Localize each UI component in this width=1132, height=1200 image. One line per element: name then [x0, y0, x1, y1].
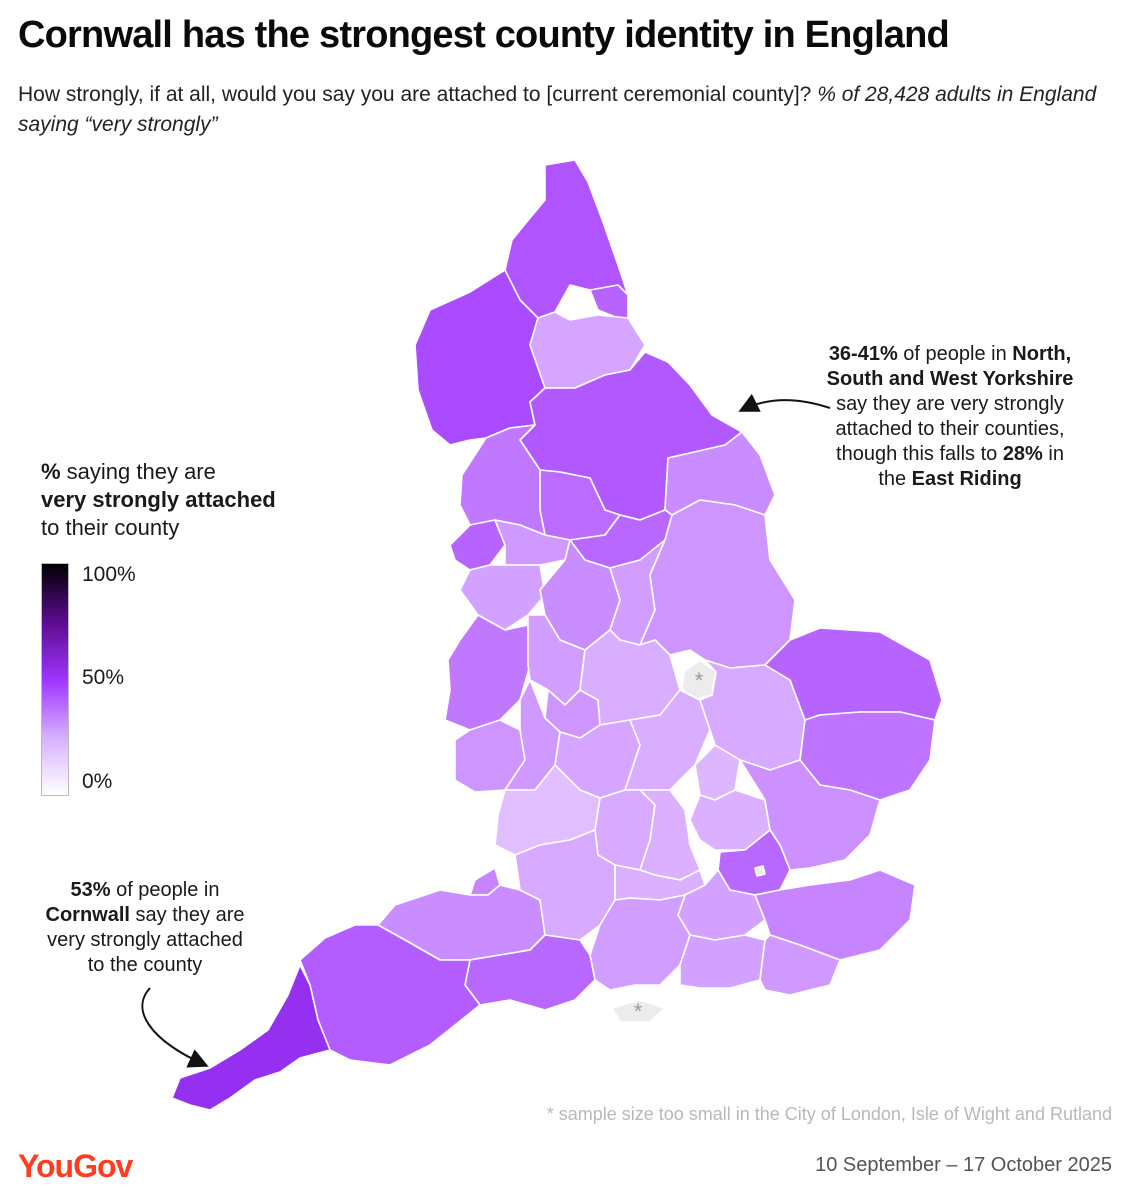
nodata-marker-isle-of-wight: *: [634, 999, 643, 1024]
region-cornwall: [171, 964, 331, 1111]
annotation-cornwall-bold1: Cornwall: [45, 904, 130, 926]
region-tyne-and-wear: [589, 284, 629, 319]
region-essex: [739, 759, 881, 871]
legend-title: % saying they are very strongly attached…: [41, 458, 276, 542]
arrow-yorkshire: [738, 393, 831, 412]
nodata-marker-rutland: *: [695, 668, 704, 693]
fieldwork-dates: 10 September – 17 October 2025: [815, 1154, 1112, 1176]
yougov-logo: YouGov: [18, 1148, 133, 1184]
region-west-sussex: [679, 934, 766, 989]
annotation-cornwall-pct: 53%: [70, 879, 111, 901]
annotation-cornwall-line4: to the county: [87, 954, 203, 976]
annotation-yorkshire-text1: of people in: [897, 343, 1013, 365]
legend-tick-50: 50%: [82, 666, 125, 689]
region-merseyside: [449, 519, 506, 571]
annotation-cornwall-text2: say they are: [129, 904, 245, 926]
chart-title: Cornwall has the strongest county identi…: [18, 14, 950, 56]
annotation-yorkshire-line4: attached to their counties,: [835, 418, 1065, 440]
region-city-of-london: [754, 865, 766, 877]
annotation-yorkshire-28pct: 28%: [1002, 443, 1043, 465]
annotation-yorkshire-bold1: North,: [1012, 343, 1072, 365]
region-northumberland: [504, 159, 629, 319]
annotation-yorkshire-line5: though this falls to: [836, 443, 1003, 465]
footnote: * sample size too small in the City of L…: [546, 1104, 1112, 1124]
region-cheshire: [459, 564, 546, 631]
legend-title-pct: %: [41, 459, 61, 484]
legend-title-line2: very strongly attached: [41, 487, 276, 512]
annotation-cornwall-line3: very strongly attached: [47, 929, 243, 951]
region-durham: [529, 311, 646, 389]
subtitle-question: How strongly, if at all, would you say y…: [18, 83, 812, 106]
annotation-yorkshire: 36-41% of people in North, South and Wes…: [780, 342, 1120, 492]
chart-subtitle: How strongly, if at all, would you say y…: [18, 80, 1118, 140]
annotation-yorkshire-line6: the: [878, 468, 912, 490]
annotation-cornwall: 53% of people in Cornwall say they are v…: [14, 878, 276, 978]
region-isle-of-wight: [611, 999, 666, 1023]
annotation-yorkshire-bold2: South and West Yorkshire: [826, 368, 1074, 390]
legend-title-line3: to their county: [41, 515, 180, 540]
legend-title-line1: saying they are: [60, 459, 216, 484]
annotation-cornwall-text1: of people in: [110, 879, 220, 901]
annotation-yorkshire-line3: say they are very strongly: [836, 393, 1064, 415]
annotation-yorkshire-line5-post: in: [1042, 443, 1064, 465]
annotation-yorkshire-pct: 36-41%: [828, 343, 898, 365]
region-east-sussex: [759, 934, 841, 996]
annotation-yorkshire-east-riding: East Riding: [911, 468, 1022, 490]
legend-tick-0: 0%: [82, 770, 113, 793]
legend-color-bar: [41, 563, 69, 796]
legend-tick-100: 100%: [82, 563, 136, 586]
region-shropshire: [444, 614, 531, 731]
arrow-cornwall: [141, 987, 209, 1068]
subtitle-sample: % of 28,428 adults in England saying “ve…: [18, 83, 1097, 136]
